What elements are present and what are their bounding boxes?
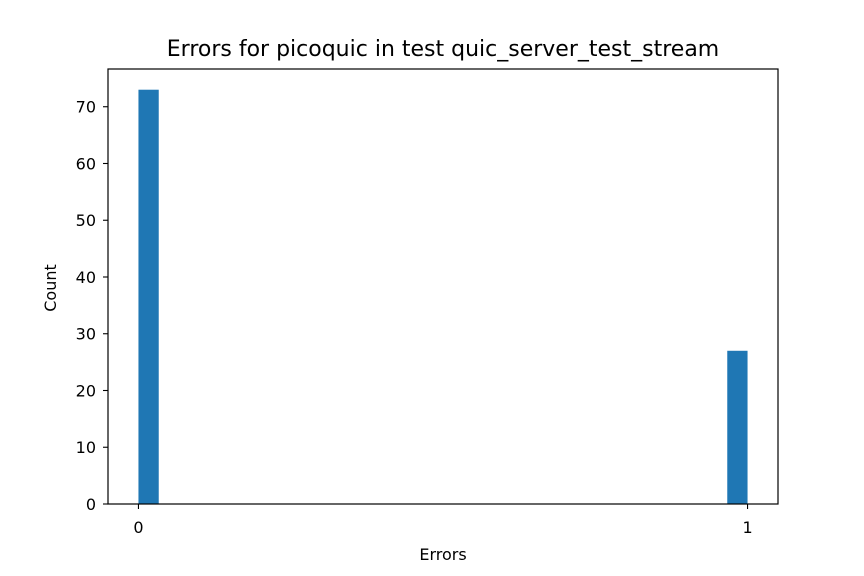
bars-group	[138, 89, 748, 504]
y-tick-label-2: 20	[76, 381, 96, 400]
y-tick-label-7: 70	[76, 98, 96, 117]
y-tick-label-4: 40	[76, 268, 96, 287]
histogram-bar-0	[138, 89, 159, 504]
x-axis-label: Errors	[419, 545, 466, 564]
histogram-bar-1	[727, 350, 748, 504]
y-tick-label-6: 60	[76, 154, 96, 173]
x-tick-label-0: 0	[133, 518, 143, 537]
plot-area-frame	[107, 68, 779, 505]
y-tick-label-1: 10	[76, 438, 96, 457]
y-tick-label-3: 30	[76, 325, 96, 344]
y-axis-ticks: 0 10 20 30 40 50 60 70	[76, 98, 108, 514]
y-axis-label: Count	[41, 264, 60, 312]
y-tick-label-0: 0	[86, 495, 96, 514]
y-tick-label-5: 50	[76, 211, 96, 230]
x-tick-label-1: 1	[742, 518, 752, 537]
chart-title: Errors for picoquic in test quic_server_…	[167, 37, 719, 62]
